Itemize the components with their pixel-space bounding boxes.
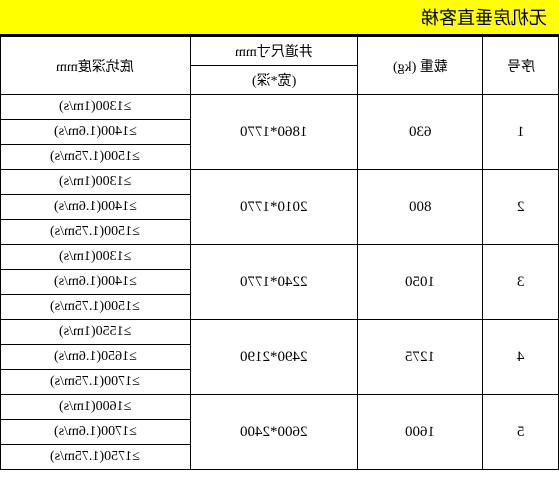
seq-cell: 5 — [483, 395, 559, 470]
depth-cell: ≥1600(1m/s) — [1, 395, 191, 420]
load-cell: 1600 — [358, 395, 483, 470]
depth-cell: ≥1700(1.75m/s) — [1, 370, 191, 395]
depth-cell: ≥1650(1.6m/s) — [1, 345, 191, 370]
table-row: ≥1300(1m/s) 2010*1770 800 2 — [1, 170, 559, 195]
seq-cell: 3 — [483, 245, 559, 320]
depth-cell: ≥1750(1.75m/s) — [1, 445, 191, 470]
header-shaft: 井道尺寸mm — [190, 37, 358, 66]
table-header-row: 底坑深度mm 井道尺寸mm 载重 (kg) 序号 — [1, 37, 559, 66]
depth-cell: ≥1300(1m/s) — [1, 170, 191, 195]
load-cell: 630 — [358, 95, 483, 170]
depth-cell: ≥1300(1m/s) — [1, 95, 191, 120]
header-load: 载重 (kg) — [358, 37, 483, 95]
spec-table: 底坑深度mm 井道尺寸mm 载重 (kg) 序号 (宽*深) ≥1300(1m/… — [0, 36, 559, 470]
load-cell: 800 — [358, 170, 483, 245]
load-cell: 1275 — [358, 320, 483, 395]
page-title: 无机房垂直客梯 — [421, 4, 547, 30]
header-depth: 底坑深度mm — [1, 37, 191, 95]
header-shaft-sub: (宽*深) — [190, 66, 358, 95]
shaft-cell: 2490*2190 — [190, 320, 358, 395]
header-seq: 序号 — [483, 37, 559, 95]
shaft-cell: 2600*2400 — [190, 395, 358, 470]
depth-cell: ≥1500(1.75m/s) — [1, 220, 191, 245]
shaft-cell: 2010*1770 — [190, 170, 358, 245]
depth-cell: ≥1700(1.6m/s) — [1, 420, 191, 445]
depth-cell: ≥1400(1.6m/s) — [1, 270, 191, 295]
seq-cell: 2 — [483, 170, 559, 245]
table-row: ≥1300(1m/s) 1860*1770 630 1 — [1, 95, 559, 120]
seq-cell: 4 — [483, 320, 559, 395]
depth-cell: ≥1500(1.75m/s) — [1, 295, 191, 320]
depth-cell: ≥1550(1m/s) — [1, 320, 191, 345]
table-row: ≥1600(1m/s) 2600*2400 1600 5 — [1, 395, 559, 420]
depth-cell: ≥1400(1.6m/s) — [1, 120, 191, 145]
depth-cell: ≥1400(1.6m/s) — [1, 195, 191, 220]
table-row: ≥1550(1m/s) 2490*2190 1275 4 — [1, 320, 559, 345]
depth-cell: ≥1500(1.75m/s) — [1, 145, 191, 170]
shaft-cell: 1860*1770 — [190, 95, 358, 170]
title-bar: 无机房垂直客梯 — [0, 0, 559, 36]
depth-cell: ≥1300(1m/s) — [1, 245, 191, 270]
load-cell: 1050 — [358, 245, 483, 320]
seq-cell: 1 — [483, 95, 559, 170]
shaft-cell: 2240*1770 — [190, 245, 358, 320]
table-row: ≥1300(1m/s) 2240*1770 1050 3 — [1, 245, 559, 270]
